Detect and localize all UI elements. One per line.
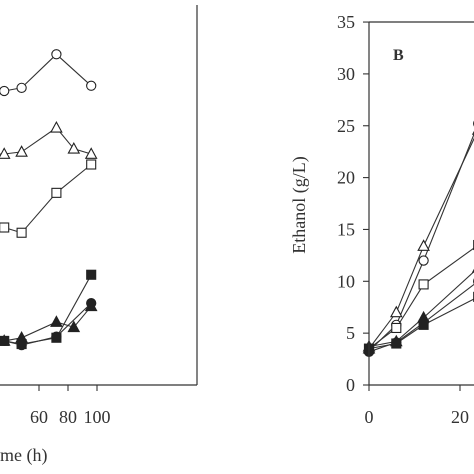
panel-a-point [67, 320, 81, 333]
panel-a: 60 80 100 me (h) [0, 5, 198, 466]
panel-b-y-tick-label: 25 [337, 116, 355, 136]
panel-a-point [0, 147, 11, 159]
panel-b: 0 5 10 15 20 25 30 35 0 20 B Ethanol (g/L) [289, 12, 474, 427]
panel-b-point [418, 255, 429, 266]
panel-b-series-line-2 [368, 137, 474, 350]
panel-b-y-tick-label: 15 [337, 219, 355, 239]
panel-a-point [16, 227, 27, 238]
panel-b-point [389, 305, 403, 318]
panel-b-x-tick-label: 20 [451, 407, 469, 427]
panel-a-x-tick-label: 60 [30, 407, 48, 427]
panel-a-point [84, 147, 98, 159]
panel-a-x-tick-label: 100 [84, 407, 111, 427]
panel-a-point [16, 339, 27, 351]
panel-a-x-tick-label: 80 [59, 407, 77, 427]
panel-a-point [0, 85, 10, 97]
panel-a-point [50, 121, 63, 133]
panel-a-point [15, 145, 28, 157]
panel-a-series-line-4 [0, 274, 92, 345]
panel-b-point [418, 319, 429, 330]
panel-a-point [51, 49, 62, 60]
panel-a-point [86, 159, 97, 170]
panel-a-point [86, 269, 97, 280]
panel-b-y-tick-label: 20 [337, 168, 355, 188]
panel-b-y-tick-label: 5 [346, 323, 355, 343]
panel-b-y-tick-label: 10 [337, 271, 355, 291]
panel-b-series-line-4 [368, 270, 474, 348]
panel-b-label: B [393, 47, 404, 64]
panel-a-point [16, 82, 27, 93]
panel-b-x-ticks: 0 20 [365, 385, 469, 427]
panel-a-point [50, 315, 63, 327]
panel-a-point [67, 142, 81, 154]
panel-b-point [391, 322, 402, 334]
panel-b-point [391, 338, 402, 349]
panel-b-y-tick-label: 35 [337, 12, 355, 32]
panel-b-y-tick-label: 30 [337, 64, 355, 84]
panel-b-point [418, 279, 429, 290]
panel-b-x-tick-label: 0 [365, 407, 374, 427]
panel-b-series-line-1 [368, 132, 474, 352]
panel-a-x-axis-label: me (h) [0, 445, 47, 466]
panel-a-point [0, 335, 10, 347]
panel-a-series-line-1 [0, 53, 92, 92]
panel-a-point [86, 80, 97, 91]
panel-b-y-tick-label: 0 [346, 375, 355, 395]
panel-a-point [51, 187, 62, 198]
panel-a-point [51, 331, 62, 342]
panel-a-point [86, 297, 97, 309]
panel-a-x-ticks: 60 80 100 [30, 385, 111, 427]
panel-a-point [0, 222, 10, 233]
panel-a-series-line-5 [0, 305, 92, 342]
panel-b-point [417, 239, 430, 251]
panel-b-y-axis-label: Ethanol (g/L) [289, 156, 310, 253]
panel-b-y-ticks: 0 5 10 15 20 25 30 35 [337, 12, 369, 395]
panel-a-series-line-3 [0, 164, 92, 234]
panel-a-series-line-2 [0, 127, 92, 155]
panel-a-marks [0, 49, 98, 351]
panel-b-marks [362, 120, 474, 357]
